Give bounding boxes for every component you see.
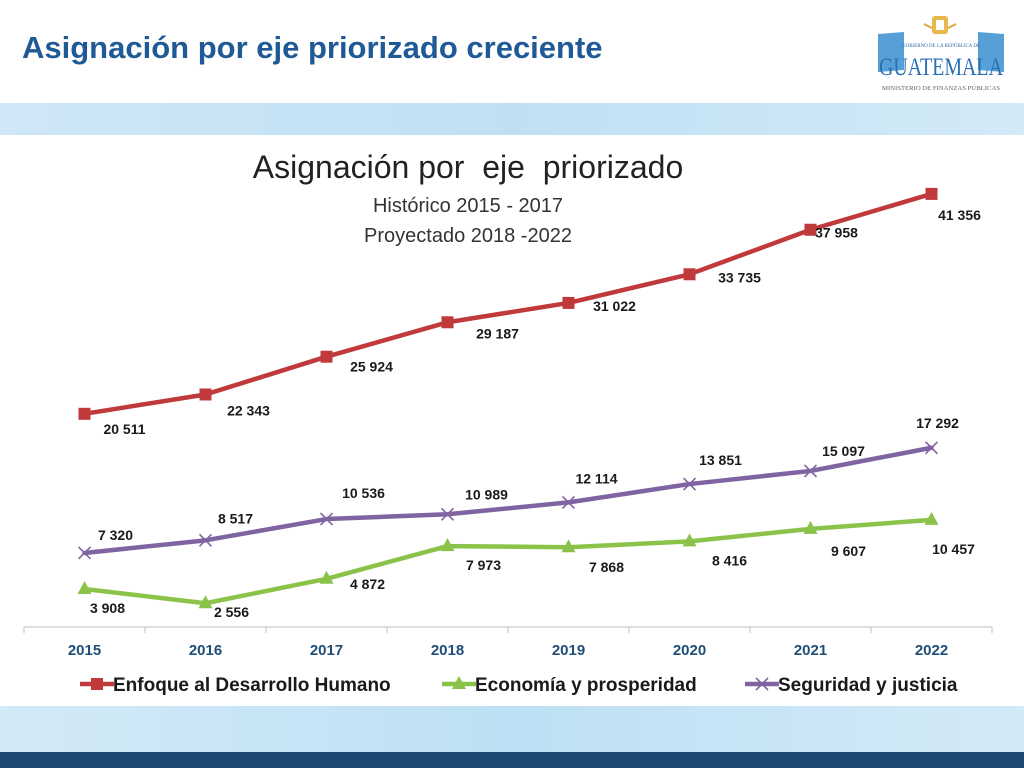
data-point-triangle xyxy=(77,580,92,594)
chart-subtitle-line-2: Proyectado 2018 -2022 xyxy=(364,225,572,247)
legend-marker-square xyxy=(91,678,103,690)
coat-of-arms-icon xyxy=(923,16,957,34)
data-point-square xyxy=(78,407,91,420)
data-point-triangle xyxy=(319,570,334,584)
data-point-x xyxy=(440,507,455,521)
series-line-1 xyxy=(82,517,934,606)
footer-bar xyxy=(0,752,1024,768)
header-band xyxy=(0,103,1024,135)
data-point-x xyxy=(924,441,939,455)
x-tick-label: 2017 xyxy=(310,642,343,659)
data-label: 8 416 xyxy=(712,552,747,568)
data-label: 17 292 xyxy=(916,415,959,431)
x-tick-label: 2015 xyxy=(68,642,101,659)
data-label: 20 511 xyxy=(103,421,145,437)
logo-small-text: GOBIERNO DE LA REPÚBLICA DE xyxy=(902,43,980,49)
data-point-triangle xyxy=(198,595,213,609)
legend-label: Seguridad y justicia xyxy=(778,675,958,696)
data-label: 7 973 xyxy=(466,557,501,573)
data-label: 22 343 xyxy=(227,402,270,418)
data-point-square xyxy=(320,350,333,363)
data-label: 41 356 xyxy=(938,207,981,223)
logo-ministry: MINISTERIO DE FINANZAS PÚBLICAS xyxy=(882,84,1000,92)
x-tick-label: 2020 xyxy=(673,642,706,659)
footer-band xyxy=(0,706,1024,752)
data-point-square xyxy=(683,268,696,281)
legend-marker-x xyxy=(755,677,769,691)
data-point-square xyxy=(441,316,454,329)
data-label: 9 607 xyxy=(831,543,866,559)
x-tick-label: 2021 xyxy=(794,642,827,659)
data-point-x xyxy=(77,546,92,560)
legend-label: Economía y prosperidad xyxy=(475,675,697,696)
data-point-square xyxy=(562,296,575,309)
data-label: 10 536 xyxy=(342,485,385,501)
legend-marker-triangle xyxy=(452,676,466,689)
data-label: 12 114 xyxy=(575,470,617,486)
x-tick-label: 2022 xyxy=(915,642,948,659)
data-point-triangle xyxy=(924,511,939,525)
logo-country: GUATEMALA xyxy=(879,54,1003,81)
data-point-x xyxy=(319,512,334,526)
data-label: 33 735 xyxy=(718,269,761,285)
data-label: 29 187 xyxy=(476,325,519,341)
data-label: 10 457 xyxy=(932,541,975,557)
x-tick-label: 2019 xyxy=(552,642,585,659)
data-label: 2 556 xyxy=(214,604,249,620)
data-point-square xyxy=(804,223,817,236)
legend-label: Enfoque al Desarrollo Humano xyxy=(113,675,391,696)
series-line-0 xyxy=(82,191,934,417)
data-point-triangle xyxy=(440,538,455,552)
data-label: 13 851 xyxy=(699,452,742,468)
slide-title: Asignación por eje priorizado creciente xyxy=(22,30,603,65)
series-line-2 xyxy=(82,445,934,556)
data-label: 37 958 xyxy=(815,225,858,241)
data-point-square xyxy=(925,187,938,200)
data-point-x xyxy=(561,495,576,509)
guatemala-logo xyxy=(878,16,1004,72)
data-label: 15 097 xyxy=(822,443,865,459)
data-point-triangle xyxy=(803,520,818,534)
x-tick-label: 2018 xyxy=(431,642,464,659)
data-label: 25 924 xyxy=(350,359,393,375)
data-point-x xyxy=(682,477,697,491)
data-point-triangle xyxy=(561,539,576,553)
data-label: 10 989 xyxy=(465,486,508,502)
chart-title: Asignación por eje priorizado xyxy=(253,149,683,185)
data-label: 31 022 xyxy=(593,298,636,314)
data-point-x xyxy=(803,464,818,478)
chart-subtitle-line-1: Histórico 2015 - 2017 xyxy=(373,195,563,217)
data-point-triangle xyxy=(682,533,697,547)
data-label: 4 872 xyxy=(350,576,385,592)
data-point-x xyxy=(198,533,213,547)
data-label: 3 908 xyxy=(90,600,125,616)
x-tick-label: 2016 xyxy=(189,642,222,659)
data-point-square xyxy=(199,388,212,401)
data-label: 7 320 xyxy=(98,527,133,543)
data-label: 8 517 xyxy=(218,510,253,526)
data-label: 7 868 xyxy=(589,559,624,575)
